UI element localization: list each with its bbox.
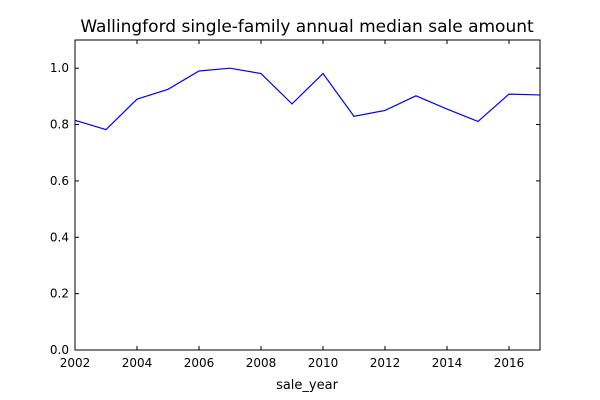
y-tick-label: 0.4 <box>50 230 69 244</box>
x-axis-label: sale_year <box>276 378 339 393</box>
y-tick-label: 0.2 <box>50 287 69 301</box>
chart-title: Wallingford single-family annual median … <box>80 17 534 37</box>
x-tick-label: 2002 <box>60 356 91 370</box>
x-tick-label: 2014 <box>432 356 463 370</box>
x-tick-label: 2016 <box>494 356 525 370</box>
x-tick-label: 2004 <box>122 356 153 370</box>
x-tick-label: 2006 <box>184 356 215 370</box>
x-tick-label: 2012 <box>370 356 401 370</box>
x-tick-label: 2010 <box>308 356 339 370</box>
data-line-series-1 <box>74 67 541 131</box>
y-tick-label: 0.6 <box>50 174 69 188</box>
plot-area: 2002 2004 2006 2008 2010 2012 2014 2016 0.0 0.2 0.… <box>50 39 541 370</box>
y-tick-label: 1.0 <box>50 61 69 75</box>
x-tick-label: 2008 <box>246 356 277 370</box>
y-tick-label: 0.0 <box>50 343 69 357</box>
axes-frame <box>74 39 541 351</box>
y-tick-label: 0.8 <box>50 118 69 132</box>
